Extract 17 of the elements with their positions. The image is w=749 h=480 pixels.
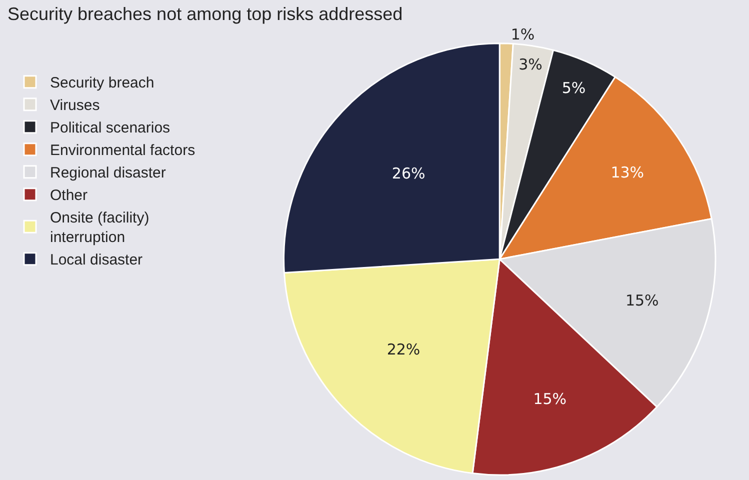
data-label: 26% (392, 164, 426, 183)
data-label: 15% (625, 292, 659, 310)
legend-label: Security breach (50, 74, 154, 92)
data-label: 15% (533, 390, 567, 408)
data-label: 1% (510, 25, 535, 44)
chart-title: Security breaches not among top risks addressed (7, 4, 403, 24)
legend-label: Viruses (50, 97, 100, 114)
legend-label: Other (50, 187, 88, 204)
legend-label: Environmental factors (50, 142, 196, 160)
data-label: 3% (518, 55, 542, 74)
legend-label: Local disaster (50, 252, 143, 269)
data-label: 5% (562, 78, 586, 97)
legend-label: Regional disaster (50, 164, 166, 182)
data-label: 22% (386, 340, 420, 358)
legend-label: Onsite (facility) interruption (50, 210, 150, 246)
legend-label: Political scenarios (50, 120, 170, 137)
data-label: 13% (610, 163, 644, 182)
